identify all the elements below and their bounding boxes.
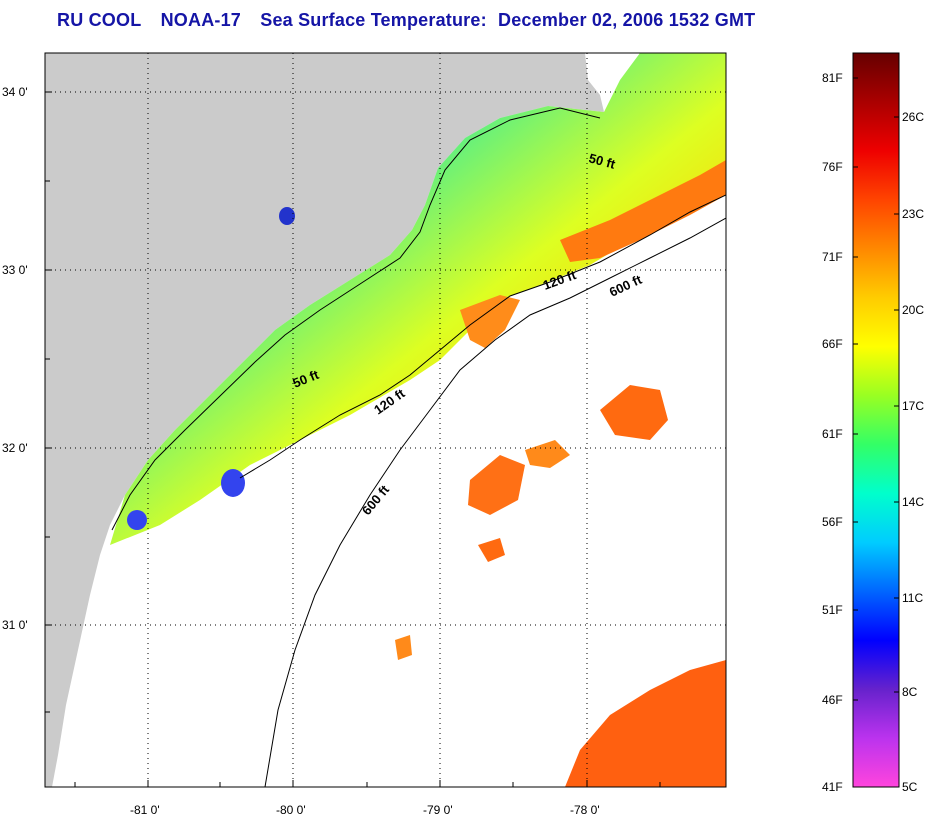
colorbar-f-label: 66F [822,337,843,351]
lat-label: 32 0' [2,441,28,455]
contour-120ft [239,194,726,479]
colorbar-f-label: 46F [822,693,843,707]
cold-pocket [279,207,295,225]
map-border [44,52,727,788]
colorbar-f-label: 56F [822,515,843,529]
title-date: December 02, 2006 1532 GMT [498,10,756,30]
axis-ticks [45,91,661,787]
colorbar-f-label: 51F [822,603,843,617]
warm-patch-central-2 [525,440,570,468]
colorbar-c-label: 26C [902,110,925,124]
warm-patch-southeast [565,660,726,787]
colorbar-c-label: 5C [902,780,918,794]
contour-600ft [264,217,726,787]
graticule [45,53,726,787]
lon-label: -81 0' [130,803,160,817]
lon-label: -79 0' [423,803,453,817]
map-title: RU COOL NOAA-17 Sea Surface Temperature:… [57,10,769,31]
contour-label-50ft: 50 ft [587,150,617,172]
warm-patch-south [478,538,505,562]
contour-50ft [111,107,601,531]
gulf-stream-patch-north [560,160,726,262]
lon-label: -80 0' [276,803,306,817]
lon-label: -78 0' [570,803,600,817]
colorbar-c-label: 20C [902,303,925,317]
land-mass [45,53,604,787]
colorbar-ticks [853,77,899,701]
cold-pocket [221,469,245,497]
title-source: RU COOL [57,10,142,30]
colorbar-f-label: 76F [822,160,843,174]
colorbar-f-label: 61F [822,427,843,441]
colorbar-c-label: 17C [902,399,925,413]
colorbar-f-label: 81F [822,71,843,85]
lat-label: 31 0' [2,618,28,632]
colorbar-c-label: 14C [902,495,925,509]
lat-label: 33 0' [2,263,28,277]
cold-pocket [127,510,147,530]
title-product: Sea Surface Temperature: [260,10,487,30]
sst-shelf-swath [110,53,726,545]
colorbar [852,52,900,788]
colorbar-c-label: 11C [902,591,924,605]
colorbar-c-label: 8C [902,685,918,699]
colorbar-f-label: 71F [822,250,843,264]
warm-patch-central [468,455,525,515]
gulf-stream-patch-mid [460,295,520,348]
lat-label: 34 0' [2,85,28,99]
warm-patch-small [395,635,412,660]
colorbar-f-label: 41F [822,780,843,794]
title-satellite: NOAA-17 [160,10,242,30]
colorbar-c-label: 23C [902,207,925,221]
warm-patch-east [600,385,668,440]
